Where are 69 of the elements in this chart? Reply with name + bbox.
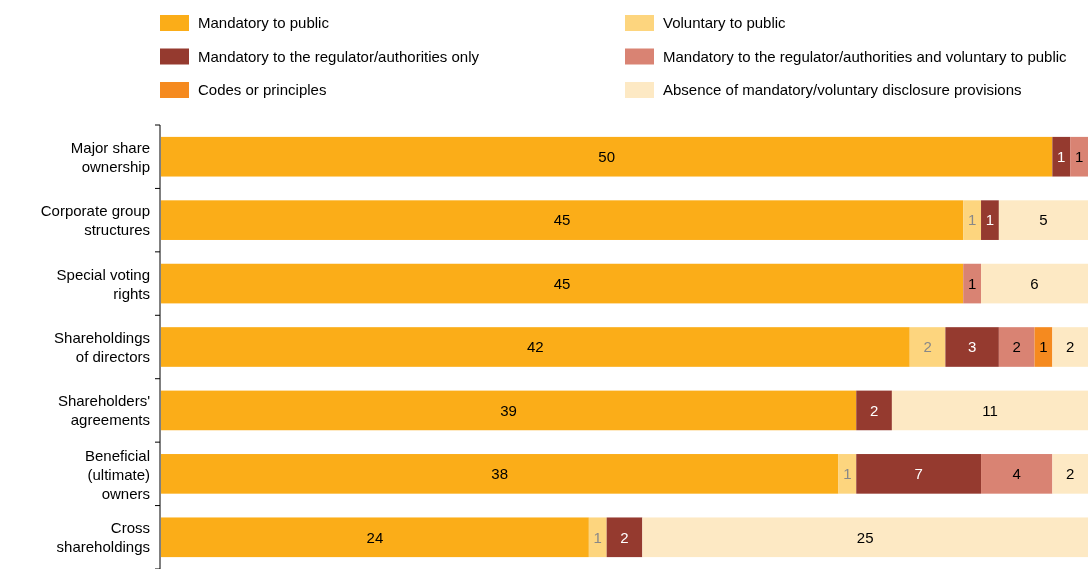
data-label: 1: [593, 528, 602, 546]
bar: [909, 327, 946, 367]
data-label: 1: [967, 274, 977, 292]
bar: [161, 136, 1053, 177]
legend-label: Mandatory to the regulator/authorities and voluntary to public: [663, 47, 1068, 65]
data-label: 50: [598, 147, 616, 165]
data-label: 24: [366, 528, 384, 546]
bar: [856, 454, 982, 494]
y-tick-label: Cross shareholdings: [56, 519, 150, 556]
data-label: 45: [553, 211, 571, 229]
bar: [642, 517, 1088, 558]
y-tick-label: Shareholders' agreements: [57, 392, 151, 429]
bar: [891, 390, 1088, 431]
bar: [1052, 136, 1071, 177]
bar: [838, 454, 857, 494]
bar: [1052, 327, 1088, 367]
y-tick-label: Special voting rights: [56, 265, 150, 302]
bar: [945, 327, 999, 367]
bar: [161, 390, 857, 431]
bar: [588, 517, 607, 558]
bar: [161, 454, 839, 494]
bar: [161, 517, 589, 558]
bar: [981, 263, 1088, 304]
legend-label: Mandatory to public: [198, 14, 330, 32]
data-label: 2: [869, 401, 879, 419]
legend-label: Absence of mandatory/voluntary disclosure provisions: [663, 81, 1022, 99]
data-label: 1: [1074, 147, 1084, 165]
data-label: 7: [914, 465, 923, 483]
data-label: 4: [1012, 465, 1021, 483]
data-label: 42: [527, 338, 544, 356]
bar: [856, 390, 892, 431]
data-label: 6: [1030, 274, 1039, 292]
legend-label: Mandatory to the regulator/authorities only: [198, 47, 480, 65]
bar: [998, 200, 1088, 240]
data-label: 2: [1066, 465, 1075, 483]
bar: [963, 200, 982, 240]
data-label: 1: [967, 211, 977, 229]
data-label: 5: [1039, 211, 1048, 229]
data-label: 11: [982, 401, 998, 419]
y-tick-label: Shareholdings of directors: [54, 329, 150, 365]
data-label: 39: [500, 401, 517, 419]
bar: [1052, 454, 1088, 494]
bar: [998, 327, 1035, 367]
bar: [1034, 327, 1053, 367]
bar: [981, 200, 999, 240]
data-label: 38: [491, 465, 509, 483]
data-label: 2: [1012, 338, 1021, 356]
data-label: 1: [1039, 338, 1048, 356]
data-label: 45: [553, 274, 571, 292]
y-tick-label: Corporate group structures: [40, 202, 150, 239]
data-label: 1: [1057, 147, 1066, 165]
data-label: 2: [923, 338, 932, 356]
data-label: 1: [985, 211, 995, 229]
bar: [606, 517, 643, 558]
bar: [981, 454, 1053, 494]
legend-label: Codes or principles: [198, 81, 327, 99]
data-label: 3: [967, 338, 977, 356]
bar: [161, 200, 964, 240]
y-tick-label: Major share ownership: [70, 138, 150, 175]
data-label: 25: [856, 528, 874, 546]
data-label: 2: [1066, 338, 1075, 356]
bar: [963, 263, 982, 304]
legend-label: Voluntary to public: [663, 14, 787, 32]
y-tick-label: Beneficial (ultimate) owners: [84, 446, 150, 502]
bar: [161, 327, 910, 367]
data-label: 1: [843, 465, 852, 483]
data-label: 2: [620, 528, 629, 546]
bar: [161, 263, 964, 304]
bar: [1070, 136, 1088, 177]
